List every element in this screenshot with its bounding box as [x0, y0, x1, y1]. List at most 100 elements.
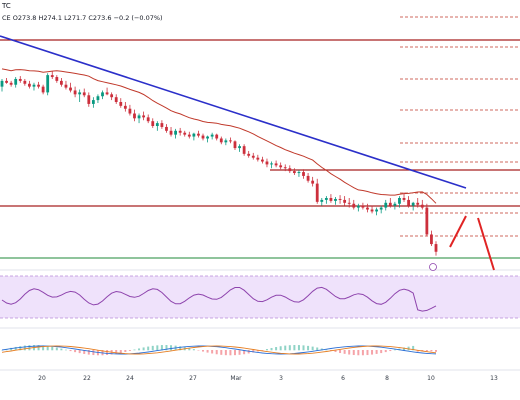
macd-bar	[170, 345, 173, 351]
candle-body	[420, 204, 424, 208]
candle-body	[28, 83, 31, 87]
candle-body	[110, 94, 114, 98]
candle-body	[9, 82, 13, 85]
candle-body	[224, 140, 228, 143]
candle-body	[274, 163, 278, 166]
candle-body	[334, 198, 337, 201]
candle-body	[210, 134, 214, 137]
x-tick-label: 24	[126, 375, 134, 382]
candle-body	[292, 171, 296, 174]
candle-body	[201, 135, 205, 139]
candle-body	[187, 134, 191, 137]
candle-body	[91, 100, 95, 104]
macd-bar	[37, 345, 40, 351]
macd-bar	[311, 346, 314, 351]
macd-bar	[87, 350, 90, 355]
macd-bar	[224, 350, 227, 356]
macd-bar	[247, 350, 250, 354]
candle-body	[329, 198, 333, 201]
candle-body	[306, 175, 310, 181]
candle-body	[393, 203, 397, 206]
candle-body	[82, 92, 86, 96]
candle-body	[128, 108, 132, 114]
projection-down-stroke	[477, 217, 495, 271]
macd-bar	[430, 350, 433, 352]
candle-body	[347, 202, 351, 204]
candle-body	[78, 92, 82, 95]
macd-bar	[10, 347, 13, 351]
macd-signal-line	[1, 345, 437, 355]
candle-body	[119, 102, 123, 106]
candle-body	[416, 202, 420, 205]
candle-body	[32, 84, 36, 87]
macd-bar	[142, 347, 145, 351]
candle-body	[55, 77, 59, 81]
macd-bar	[389, 350, 392, 352]
candle-body	[14, 78, 18, 85]
rsi-band	[0, 276, 520, 318]
candle-body	[247, 153, 251, 156]
macd-bar	[265, 349, 268, 351]
candle-body	[46, 75, 50, 93]
macd-bar	[375, 350, 378, 354]
macd-bar	[325, 349, 328, 351]
candle-body	[256, 157, 260, 160]
macd-bar	[233, 350, 236, 356]
candle-body	[279, 165, 283, 168]
macd-bar	[371, 350, 374, 355]
macd-bar	[83, 350, 86, 354]
candle-body	[352, 203, 356, 208]
macd-bar	[361, 350, 364, 356]
symbol-label: TC	[2, 2, 11, 10]
candle-body	[315, 183, 319, 202]
macd-bar	[252, 350, 255, 353]
macd-bar	[366, 350, 369, 356]
candle-body	[434, 244, 438, 252]
candles-group	[0, 71, 438, 256]
projection-up-stroke	[449, 215, 467, 248]
macd-bar	[316, 347, 319, 351]
candle-body	[379, 207, 383, 210]
moving-average-line	[1, 68, 437, 204]
macd-bar	[119, 350, 122, 353]
macd-bar	[334, 350, 337, 353]
candle-body	[407, 199, 410, 206]
candle-body	[23, 80, 27, 84]
candle-body	[87, 95, 91, 104]
candle-body	[5, 80, 8, 83]
macd-bar	[425, 350, 428, 352]
macd-bar	[416, 350, 419, 352]
candle-body	[311, 180, 315, 184]
candle-body	[123, 105, 127, 109]
macd-bar	[156, 345, 159, 351]
macd-histogram	[1, 345, 437, 356]
macd-bar	[243, 350, 246, 355]
macd-bar	[115, 350, 118, 354]
candle-body	[302, 172, 305, 176]
macd-bar	[220, 350, 223, 355]
candle-body	[297, 172, 301, 174]
macd-bar	[42, 345, 45, 351]
candle-body	[0, 80, 4, 87]
candle-body	[69, 87, 72, 91]
macd-bar	[69, 350, 72, 352]
x-tick-label: 20	[38, 375, 46, 382]
macd-bar	[403, 347, 406, 351]
macd-bar	[138, 348, 141, 351]
macd-bar	[160, 345, 163, 351]
candle-body	[192, 133, 196, 137]
macd-bar	[151, 345, 154, 351]
candle-body	[37, 84, 40, 87]
macd-bar	[19, 346, 22, 351]
macd-bar	[270, 347, 273, 351]
macd-bar	[128, 350, 131, 351]
candle-body	[425, 207, 429, 235]
candle-body	[151, 121, 155, 126]
candle-body	[146, 117, 150, 122]
candle-body	[73, 90, 77, 95]
x-tick-label: 6	[341, 375, 345, 382]
macd-bar	[293, 345, 296, 351]
macd-bar	[384, 350, 387, 353]
event-marker-icon[interactable]	[429, 263, 437, 271]
